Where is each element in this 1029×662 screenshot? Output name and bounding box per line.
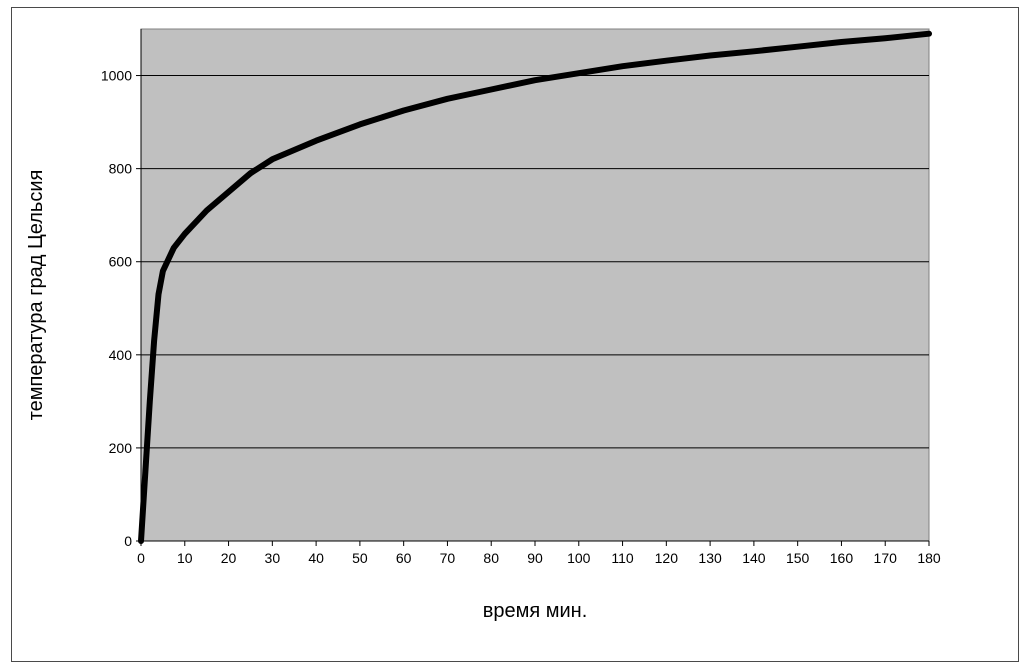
x-tick-label: 120 [655,550,679,566]
x-tick-label: 30 [265,550,281,566]
x-tick-label: 20 [221,550,237,566]
y-tick-label: 200 [109,440,133,456]
y-tick-label: 400 [109,347,133,363]
x-tick-label: 130 [698,550,722,566]
gridlines [141,75,929,449]
x-tick-label: 170 [874,550,898,566]
x-tick-label: 50 [352,550,368,566]
x-tick-label: 10 [177,550,193,566]
y-tick-label: 800 [109,161,133,177]
x-tick-label: 70 [440,550,456,566]
x-tick-labels: 0 10 20 30 40 50 60 70 80 90 100 110 120 130 140 150 160… [137,550,941,566]
x-tick-label: 100 [567,550,591,566]
y-axis-title: температура град Цельсия [25,170,47,421]
y-tick-label: 0 [124,533,132,549]
x-tick-label: 40 [308,550,324,566]
axes [136,29,930,546]
x-tick-label: 160 [830,550,854,566]
series-line-temperature [138,30,932,544]
x-tick-label: 80 [483,550,499,566]
x-tick-label: 140 [742,550,766,566]
x-tick-label: 60 [396,550,412,566]
x-tick-label: 90 [527,550,543,566]
x-tick-label: 110 [611,550,634,566]
plot-area [140,28,930,542]
x-tick-label: 150 [786,550,810,566]
y-tick-label: 1000 [101,68,132,84]
y-tick-labels: 0 200 400 600 800 1000 [101,68,132,549]
x-axis-title: время мин. [483,600,588,622]
x-tick-label: 180 [917,550,941,566]
x-tick-label: 0 [137,550,145,566]
y-tick-label: 600 [109,254,133,270]
